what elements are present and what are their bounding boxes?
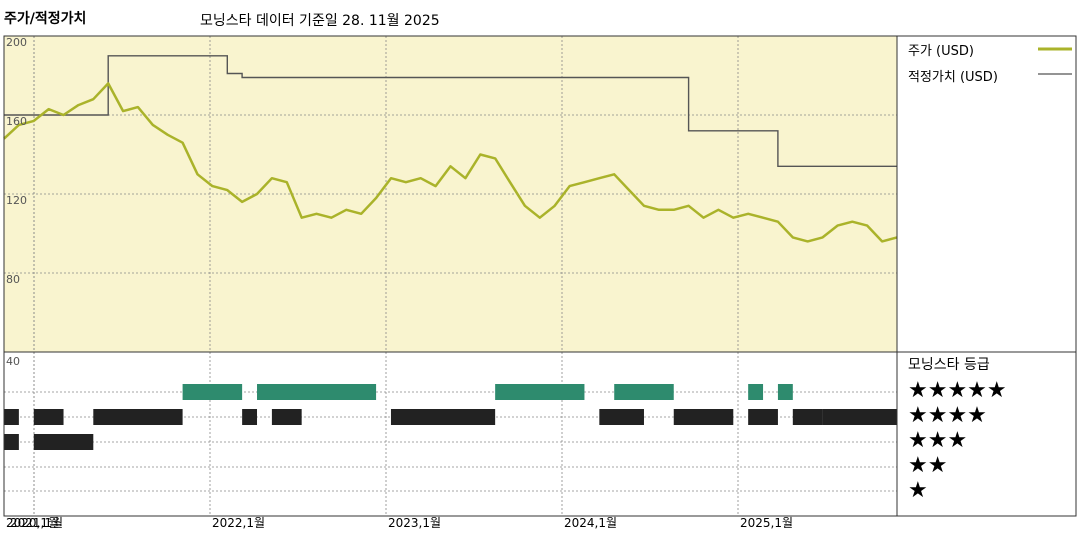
chart-subtitle: 모닝스타 데이터 기준일 28. 11월 2025 [200, 13, 440, 29]
rating-panel-title: 모닝스타 등급 [908, 357, 990, 373]
rating-band-5 [777, 384, 793, 400]
lower-tick-label: 40 [6, 355, 20, 368]
rating-band-4 [792, 409, 823, 425]
rating-1-star: ★ [908, 478, 928, 503]
rating-band-5 [495, 384, 585, 400]
rating-band-3 [4, 434, 19, 450]
y-tick-label: 160 [6, 115, 27, 128]
rating-band-4 [822, 409, 897, 425]
rating-band-4 [93, 409, 183, 425]
legend-swatches [1038, 47, 1072, 75]
rating-band-5 [748, 384, 764, 400]
rating-band-5 [182, 384, 243, 400]
rating-band-4 [599, 409, 644, 425]
y-tick-label: 120 [6, 194, 27, 207]
rating-band-4 [748, 409, 778, 425]
x-tick-label: 2025,1월 [740, 516, 793, 530]
rating-band-4 [673, 409, 734, 425]
x-tick-label: 2021,1월 [10, 516, 63, 530]
legend-fair-value-label: 적정가치 (USD) [908, 70, 998, 85]
x-tick-label: 2023,1월 [388, 516, 441, 530]
fair-value-line [4, 55, 897, 168]
y-tick-label: 80 [6, 273, 20, 286]
rating-3-stars: ★★★ [908, 428, 968, 453]
rating-5-stars: ★★★★★ [908, 378, 1007, 403]
x-tick-label: 2022,1월 [212, 516, 265, 530]
rating-band-4 [242, 409, 258, 425]
rating-band-4 [390, 409, 496, 425]
rating-4-stars: ★★★★ [908, 403, 987, 428]
chart-frame [3, 35, 1077, 517]
rating-band-3 [33, 434, 94, 450]
rating-band-4 [33, 409, 64, 425]
rating-band-4 [271, 409, 302, 425]
y-tick-label: 200 [6, 36, 27, 49]
legend-price-label: 주가 (USD) [908, 44, 974, 59]
rating-band-5 [614, 384, 674, 400]
chart-title: 주가/적정가치 [4, 11, 87, 27]
rating-2-stars: ★★ [908, 453, 948, 478]
x-tick-label: 2020,1월 [6, 516, 59, 530]
price-line [3, 82, 898, 243]
rating-band-4 [4, 409, 19, 425]
rating-band-5 [257, 384, 377, 400]
x-tick-label: 2024,1월 [564, 516, 617, 530]
